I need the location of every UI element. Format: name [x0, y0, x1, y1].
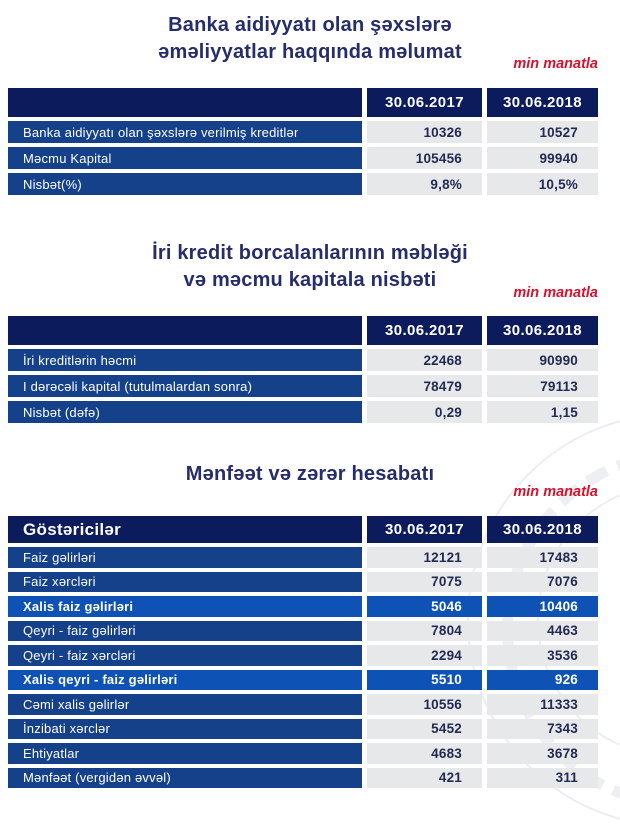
row-value-2018: 99940 — [487, 147, 598, 169]
row-value-2017-subtotal: 5046 — [367, 596, 482, 617]
row-value-2017: 2294 — [367, 645, 482, 666]
row-value-2017-subtotal: 5510 — [367, 669, 482, 690]
row-value-2017: 10556 — [367, 694, 482, 715]
row-label: İri kreditlərin həcmi — [8, 349, 362, 371]
row-value-2018: 79113 — [487, 375, 598, 397]
column-header-label — [8, 316, 362, 345]
column-header-2018: 30.06.2018 — [487, 316, 598, 345]
section-title-line: və məcmu kapitala nisbəti — [183, 269, 437, 291]
row-value-2017: 7075 — [367, 571, 482, 592]
column-header-2017: 30.06.2017 — [367, 516, 482, 543]
row-label: İnzibati xərclər — [8, 718, 362, 739]
row-label: Qeyri - faiz gəlirləri — [8, 620, 362, 641]
row-value-2018: 17483 — [487, 547, 598, 568]
related-party-operations-table: 30.06.2017 30.06.2018 Banka aidiyyatı ol… — [8, 88, 598, 195]
row-value-2017: 5452 — [367, 718, 482, 739]
row-value-2017: 78479 — [367, 375, 482, 397]
row-value-2018: 11333 — [487, 694, 598, 715]
row-label: Mənfəət (vergidən əvvəl) — [8, 767, 362, 788]
row-label: Qeyri - faiz xərcləri — [8, 645, 362, 666]
row-value-2017: 105456 — [367, 147, 482, 169]
profit-loss-table: Göstəricilər 30.06.2017 30.06.2018 Faiz … — [8, 516, 598, 788]
column-header-2017: 30.06.2017 — [367, 316, 482, 345]
section-title-line: Mənfəət və zərər hesabatı — [185, 463, 435, 485]
section-title-line: əməliyyatlar haqqında məlumat — [158, 41, 462, 63]
row-value-2018: 4463 — [487, 620, 598, 641]
column-header-label — [8, 88, 362, 117]
row-value-2018: 3536 — [487, 645, 598, 666]
row-label: Banka aidiyyatı olan şəxslərə verilmiş k… — [8, 121, 362, 143]
row-value-2018-subtotal: 10406 — [487, 596, 598, 617]
row-value-2017: 4683 — [367, 743, 482, 764]
row-label: Ehtiyatlar — [8, 743, 362, 764]
row-value-2018-subtotal: 926 — [487, 669, 598, 690]
row-value-2017: 12121 — [367, 547, 482, 568]
row-value-2018: 7076 — [487, 571, 598, 592]
row-label: Faiz gəlirləri — [8, 547, 362, 568]
unit-note: min manatla — [513, 285, 598, 301]
row-label: Nisbət(%) — [8, 173, 362, 195]
section-title-line: Banka aidiyyatı olan şəxslərə — [168, 14, 452, 36]
row-value-2017: 0,29 — [367, 401, 482, 423]
section-title-related-party-operations: Banka aidiyyatı olan şəxslərə əməliyyatl… — [0, 12, 620, 66]
section-title-line: İri kredit borcalanlarının məbləği — [152, 242, 468, 264]
row-value-2017: 10326 — [367, 121, 482, 143]
row-value-2017: 421 — [367, 767, 482, 788]
row-label: Nisbət (dəfə) — [8, 401, 362, 423]
column-header-2018: 30.06.2018 — [487, 516, 598, 543]
row-value-2017: 7804 — [367, 620, 482, 641]
column-header-2017: 30.06.2017 — [367, 88, 482, 117]
section-title-large-credit-exposures: İri kredit borcalanlarının məbləği və mə… — [0, 240, 620, 294]
unit-note: min manatla — [513, 484, 598, 500]
row-label: I dərəcəli kapital (tutulmalardan sonra) — [8, 375, 362, 397]
row-label-subtotal: Xalis qeyri - faiz gəlirləri — [8, 669, 362, 690]
row-value-2017: 9,8% — [367, 173, 482, 195]
unit-note: min manatla — [513, 56, 598, 72]
section-title-profit-loss: Mənfəət və zərər hesabatı — [0, 461, 620, 488]
row-value-2018: 90990 — [487, 349, 598, 371]
row-value-2018: 10527 — [487, 121, 598, 143]
row-value-2018: 7343 — [487, 718, 598, 739]
row-value-2017: 22468 — [367, 349, 482, 371]
row-label: Cəmi xalis gəlirlər — [8, 694, 362, 715]
column-header-indicators: Göstəricilər — [8, 516, 362, 543]
row-value-2018: 1,15 — [487, 401, 598, 423]
report-page: Banka aidiyyatı olan şəxslərə əməliyyatl… — [0, 12, 620, 827]
row-label-subtotal: Xalis faiz gəlirləri — [8, 596, 362, 617]
row-value-2018: 3678 — [487, 743, 598, 764]
row-label: Faiz xərcləri — [8, 571, 362, 592]
row-label: Məcmu Kapital — [8, 147, 362, 169]
column-header-2018: 30.06.2018 — [487, 88, 598, 117]
row-value-2018: 311 — [487, 767, 598, 788]
large-credit-exposures-table: 30.06.2017 30.06.2018 İri kreditlərin hə… — [8, 316, 598, 423]
row-value-2018: 10,5% — [487, 173, 598, 195]
